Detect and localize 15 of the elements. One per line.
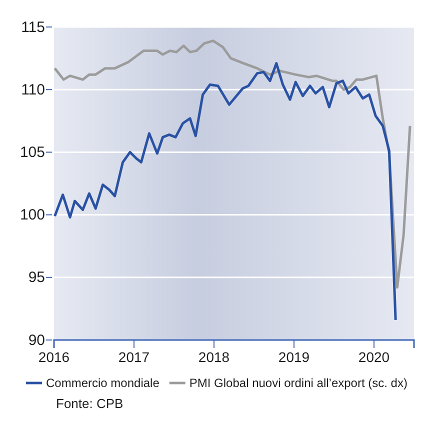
x-tick-label: 2018 bbox=[198, 348, 230, 365]
y-tick-label: 115 bbox=[21, 18, 45, 36]
y-tick-label: 100 bbox=[20, 206, 45, 224]
y-tick-label: 110 bbox=[21, 81, 45, 98]
y-tick-label: 95 bbox=[28, 269, 45, 286]
x-tick-label: 2020 bbox=[358, 348, 390, 365]
x-tick-label: 2016 bbox=[38, 348, 70, 365]
legend-label: Commercio mondiale bbox=[46, 376, 160, 390]
x-tick-label: 2017 bbox=[118, 348, 150, 365]
source-note: Fonte: CPB bbox=[56, 396, 124, 411]
y-tick-label: 105 bbox=[20, 144, 45, 161]
x-tick-label: 2019 bbox=[278, 348, 310, 365]
y-tick-label: 90 bbox=[28, 332, 45, 349]
legend-label: PMI Global nuovi ordini all’export (sc. dx) bbox=[189, 376, 408, 390]
line-series bbox=[54, 62, 397, 322]
